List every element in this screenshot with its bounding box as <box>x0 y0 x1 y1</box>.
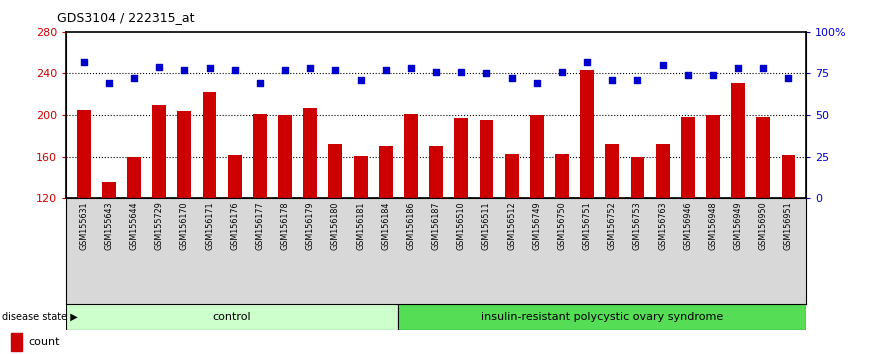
Bar <box>455 118 468 198</box>
Bar <box>655 144 670 198</box>
Bar <box>505 154 519 198</box>
Point <box>329 67 343 73</box>
Bar <box>581 70 594 198</box>
Bar <box>605 144 619 198</box>
Bar <box>757 117 770 198</box>
Point <box>731 65 745 71</box>
Point <box>152 64 167 70</box>
Bar <box>203 92 217 198</box>
Bar <box>404 114 418 198</box>
Text: GSM156950: GSM156950 <box>759 201 768 250</box>
Bar <box>429 146 443 198</box>
Bar <box>706 115 720 198</box>
Text: GSM156753: GSM156753 <box>633 201 642 250</box>
Point <box>655 62 670 68</box>
Text: GSM156750: GSM156750 <box>558 201 566 250</box>
Bar <box>631 156 644 198</box>
Text: GSM156752: GSM156752 <box>608 201 617 250</box>
Point <box>555 69 569 75</box>
Bar <box>177 111 191 198</box>
Bar <box>731 83 745 198</box>
Text: GSM156951: GSM156951 <box>784 201 793 250</box>
Text: GSM156510: GSM156510 <box>456 201 466 250</box>
Text: GSM156170: GSM156170 <box>180 201 189 250</box>
Text: GSM156171: GSM156171 <box>205 201 214 250</box>
Text: GSM156749: GSM156749 <box>532 201 541 250</box>
Bar <box>278 115 292 198</box>
Point <box>403 65 418 71</box>
Point <box>303 65 317 71</box>
Point <box>580 59 594 65</box>
Bar <box>152 105 167 198</box>
Text: GSM155644: GSM155644 <box>130 201 138 250</box>
Text: GDS3104 / 222315_at: GDS3104 / 222315_at <box>57 11 195 24</box>
Point <box>353 77 367 83</box>
Point <box>631 77 645 83</box>
Point <box>429 69 443 75</box>
Text: GSM156179: GSM156179 <box>306 201 315 250</box>
Text: GSM156949: GSM156949 <box>734 201 743 250</box>
Text: GSM156186: GSM156186 <box>406 201 416 250</box>
Point <box>479 71 493 76</box>
Point <box>177 67 191 73</box>
Text: GSM156751: GSM156751 <box>582 201 592 250</box>
Text: GSM156177: GSM156177 <box>255 201 264 250</box>
Bar <box>529 115 544 198</box>
Bar <box>253 114 267 198</box>
Point <box>505 76 519 81</box>
Text: control: control <box>212 312 251 322</box>
Text: GSM156946: GSM156946 <box>684 201 692 250</box>
Bar <box>77 110 91 198</box>
Bar <box>781 155 796 198</box>
Point <box>127 76 141 81</box>
Bar <box>303 108 317 198</box>
Text: GSM156511: GSM156511 <box>482 201 491 250</box>
Text: GSM156187: GSM156187 <box>432 201 440 250</box>
Text: disease state ▶: disease state ▶ <box>2 312 78 322</box>
Point <box>77 59 91 65</box>
Bar <box>11 333 22 350</box>
Text: GSM156181: GSM156181 <box>356 201 365 250</box>
Bar <box>479 120 493 198</box>
Point <box>781 76 796 81</box>
Text: GSM156184: GSM156184 <box>381 201 390 250</box>
Point <box>706 72 720 78</box>
Point <box>756 65 770 71</box>
Text: GSM156763: GSM156763 <box>658 201 667 250</box>
Point <box>227 67 241 73</box>
Text: GSM156180: GSM156180 <box>331 201 340 250</box>
Point <box>605 77 619 83</box>
Text: GSM156948: GSM156948 <box>708 201 717 250</box>
Bar <box>127 156 141 198</box>
Point <box>203 65 217 71</box>
Text: GSM155631: GSM155631 <box>79 201 88 250</box>
Text: GSM156178: GSM156178 <box>280 201 290 250</box>
Point <box>379 67 393 73</box>
Point <box>278 67 292 73</box>
Bar <box>329 144 343 198</box>
Bar <box>398 304 806 330</box>
Bar <box>379 146 393 198</box>
Text: insulin-resistant polycystic ovary syndrome: insulin-resistant polycystic ovary syndr… <box>481 312 723 322</box>
Bar <box>353 156 367 198</box>
Point <box>529 81 544 86</box>
Text: count: count <box>28 337 60 347</box>
Point <box>102 81 116 86</box>
Bar <box>66 304 398 330</box>
Bar <box>681 117 695 198</box>
Bar <box>102 182 115 198</box>
Text: GSM155729: GSM155729 <box>155 201 164 250</box>
Point <box>681 72 695 78</box>
Text: GSM156176: GSM156176 <box>230 201 240 250</box>
Text: GSM156512: GSM156512 <box>507 201 516 250</box>
Bar <box>228 155 241 198</box>
Bar <box>555 154 569 198</box>
Point <box>455 69 469 75</box>
Text: GSM155643: GSM155643 <box>104 201 114 250</box>
Point <box>253 81 267 86</box>
